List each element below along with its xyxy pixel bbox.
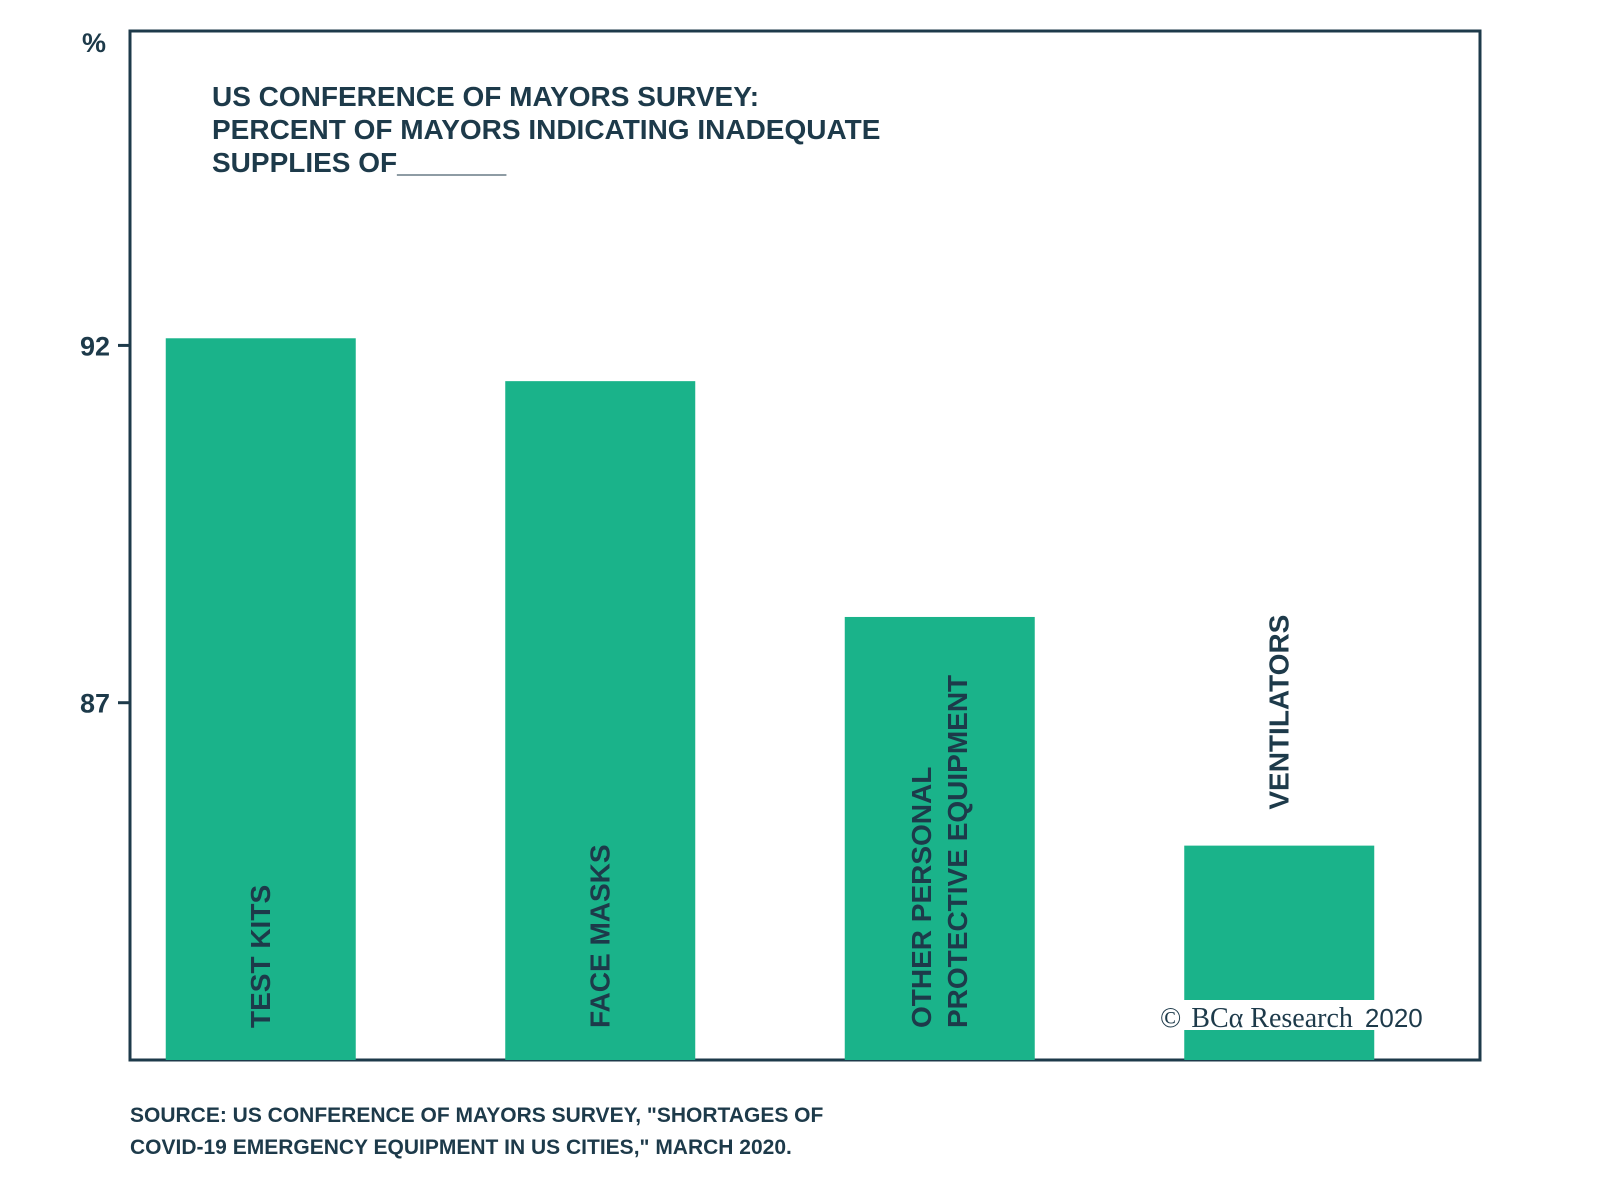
chart-title-line: PERCENT OF MAYORS INDICATING INADEQUATE: [212, 114, 880, 145]
bar: [844, 616, 1035, 1060]
y-tick-label: 92: [80, 331, 110, 361]
bars: [165, 338, 1375, 1060]
bar-labels: TEST KITS FACE MASKS OTHER PERSONAL PROTECT…: [245, 615, 1295, 1028]
chart-title-line: US CONFERENCE OF MAYORS SURVEY:: [212, 81, 759, 112]
chart-title: US CONFERENCE OF MAYORS SURVEY: PERCENT …: [212, 81, 888, 178]
bar-label-line: OTHER PERSONAL: [906, 767, 937, 1028]
bar-label-line: PROTECTIVE EQUIPMENT: [942, 675, 973, 1028]
copyright-year: 2020: [1365, 1003, 1423, 1033]
watermark-backdrop: [1155, 1000, 1465, 1030]
source-line: SOURCE: US CONFERENCE OF MAYORS SURVEY, …: [130, 1104, 824, 1127]
copyright-text: © BCα Research 2020: [1160, 1003, 1423, 1034]
copyright-brand: BCα Research: [1191, 1003, 1353, 1034]
bar: [165, 338, 356, 1060]
y-axis-unit-label: %: [82, 28, 106, 58]
source-line: COVID-19 EMERGENCY EQUIPMENT IN US CITIE…: [130, 1136, 792, 1159]
copyright-symbol: ©: [1160, 1003, 1181, 1034]
bar-label-line: FACE MASKS: [584, 844, 615, 1028]
y-tick-label: 87: [80, 689, 110, 719]
bar-label-line: TEST KITS: [245, 885, 276, 1028]
source-note: SOURCE: US CONFERENCE OF MAYORS SURVEY, …: [130, 1104, 829, 1159]
bar-label-line: VENTILATORS: [1263, 615, 1294, 810]
plot-frame: [128, 29, 1482, 1062]
copyright-watermark: © BCα Research 2020: [1155, 1000, 1465, 1034]
bar: [505, 381, 696, 1060]
y-axis-ticks: 92 87: [80, 331, 130, 719]
chart-title-line: SUPPLIES OF_______: [212, 147, 507, 178]
